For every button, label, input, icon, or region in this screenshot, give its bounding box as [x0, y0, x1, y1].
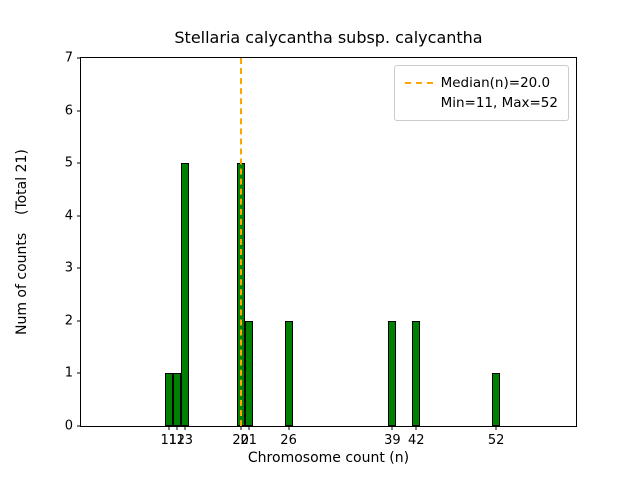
bar-n12: [172, 373, 181, 426]
xtick-mark-11: [168, 426, 170, 430]
ytick-label-1: 1: [64, 365, 73, 381]
bar-n21: [244, 320, 253, 426]
ytick-mark-4: [77, 215, 81, 217]
xtick-mark-42: [415, 426, 417, 430]
legend-label-minmax: Min=11, Max=52: [440, 95, 558, 111]
legend-entry-minmax: Min=11, Max=52: [405, 93, 558, 113]
legend: Median(n)=20.0 Min=11, Max=52: [393, 65, 569, 121]
bar-n52: [492, 373, 501, 426]
xtick-label-42: 42: [408, 433, 425, 448]
legend-entry-median: Median(n)=20.0: [404, 73, 558, 93]
plot-area: Median(n)=20.0 Min=11, Max=52 0 1 2 3 4 5 6 7 11…: [65, 51, 577, 448]
xtick-mark-13: [184, 426, 186, 430]
xtick-mark-26: [288, 426, 290, 430]
y-axis-label: Num of counts (Total 21): [14, 149, 30, 335]
ytick-mark-3: [77, 267, 81, 269]
bar-n42: [412, 320, 421, 426]
ytick-label-4: 4: [64, 208, 73, 224]
xtick-label-13: 13: [176, 433, 194, 448]
bar-n11: [164, 373, 173, 426]
xtick-mark-52: [495, 426, 497, 430]
xtick-label-20: 20: [232, 433, 249, 448]
ytick-label-6: 6: [64, 103, 73, 119]
ytick-label-0: 0: [64, 418, 73, 434]
ytick-label-3: 3: [64, 260, 73, 276]
dashed-line-icon: [404, 82, 433, 84]
bar-n39: [388, 320, 397, 426]
bar-n26: [284, 320, 293, 426]
ytick-mark-7: [77, 57, 81, 59]
median-line: [239, 58, 242, 426]
xtick-mark-12: [176, 426, 178, 430]
xtick-label-26: 26: [280, 433, 297, 448]
ytick-mark-2: [77, 320, 81, 322]
ytick-mark-1: [77, 372, 81, 374]
xtick-mark-39: [391, 426, 393, 430]
xtick-label-11: 11: [160, 433, 178, 448]
xtick-mark-20: [240, 426, 242, 430]
xtick-label-21: 21: [240, 433, 257, 448]
legend-label-median: Median(n)=20.0: [440, 75, 551, 91]
bar-n13: [180, 163, 189, 426]
ytick-label-2: 2: [64, 313, 73, 329]
x-axis-label: Chromosome count (n): [247, 450, 410, 466]
xtick-mark-21: [248, 426, 250, 430]
ytick-mark-6: [77, 110, 81, 112]
xtick-label-39: 39: [384, 433, 401, 448]
ytick-mark-0: [77, 425, 81, 427]
ytick-mark-5: [77, 162, 81, 164]
ytick-label-5: 5: [64, 155, 73, 171]
ytick-label-7: 7: [64, 50, 73, 66]
chart-title: Stellaria calycantha subsp. calycantha: [174, 28, 483, 47]
xtick-label-52: 52: [487, 433, 505, 448]
xtick-label-12: 12: [168, 433, 186, 448]
